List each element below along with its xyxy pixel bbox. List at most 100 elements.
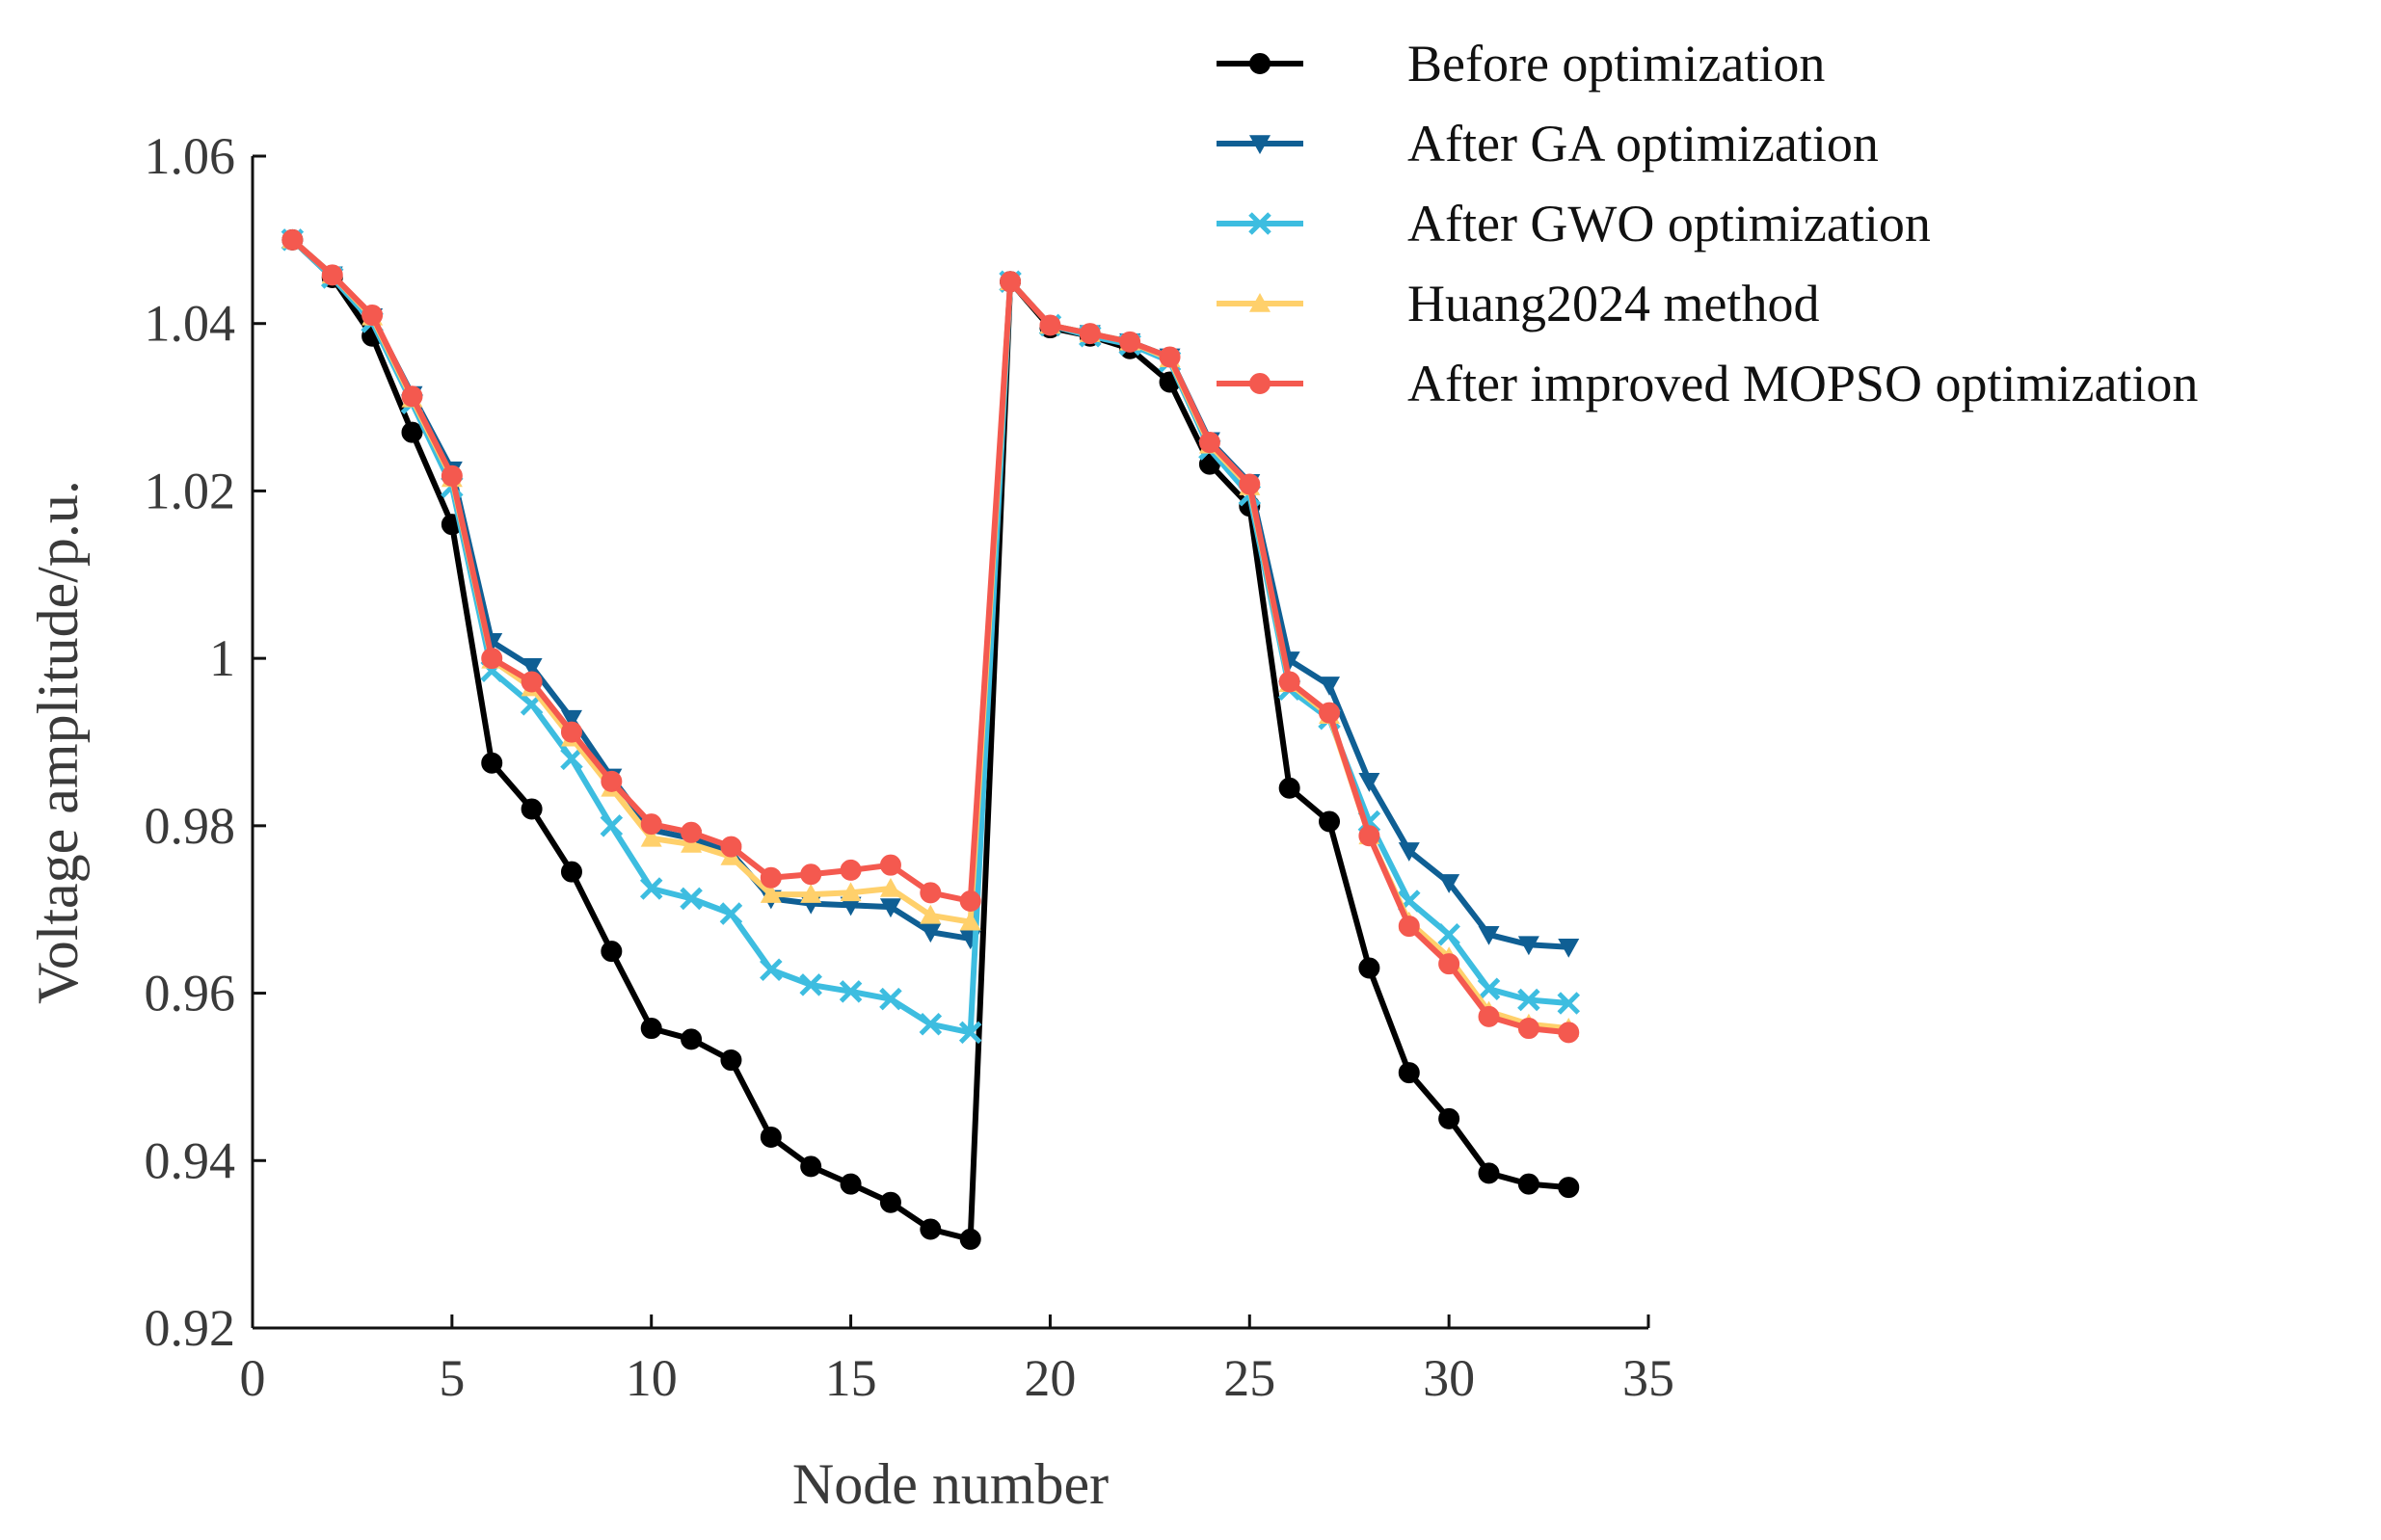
data-point — [800, 1155, 822, 1178]
data-point — [1278, 777, 1300, 799]
data-point — [1319, 702, 1341, 724]
data-point — [441, 465, 463, 487]
data-point — [521, 798, 543, 820]
data-point — [1517, 1018, 1539, 1040]
data-point — [720, 836, 742, 858]
y-tick-label: 0.92 — [145, 1299, 236, 1357]
series-1 — [281, 228, 1580, 1250]
data-point — [1358, 773, 1380, 792]
series-layer — [281, 228, 1581, 1250]
data-point — [401, 385, 423, 408]
data-point — [1517, 936, 1539, 956]
data-point — [321, 264, 343, 286]
legend-item: Before optimization — [1217, 35, 1825, 93]
data-point — [1319, 677, 1341, 696]
legend-label: Before optimization — [1407, 35, 1825, 93]
data-point — [1358, 957, 1380, 979]
x-tick-label: 35 — [1622, 1349, 1674, 1407]
y-tick-label: 0.98 — [145, 797, 236, 855]
series-line — [290, 237, 1569, 1242]
data-point — [959, 911, 981, 931]
data-point — [560, 709, 582, 730]
data-point — [1517, 988, 1540, 1012]
data-point — [1358, 825, 1380, 847]
series-4 — [281, 228, 1580, 1037]
x-tick-label: 15 — [825, 1349, 877, 1407]
y-tick-label: 1.02 — [145, 462, 236, 519]
data-point — [760, 884, 782, 903]
data-point — [840, 1173, 862, 1195]
data-point — [760, 958, 783, 982]
data-point — [1000, 271, 1022, 293]
legend-item: After GA optimization — [1217, 115, 1879, 173]
legend-marker — [1249, 293, 1271, 312]
data-point — [720, 1049, 742, 1072]
x-tick-label: 0 — [240, 1349, 266, 1407]
data-point — [879, 878, 901, 897]
data-point — [1198, 432, 1220, 454]
data-point — [361, 305, 384, 327]
legend-marker — [1249, 53, 1271, 74]
data-point — [560, 861, 582, 883]
legend-label: Huang2024 method — [1407, 275, 1819, 332]
data-point — [1438, 874, 1460, 893]
data-point — [879, 987, 902, 1011]
data-point — [601, 770, 623, 792]
data-point — [719, 902, 743, 925]
data-point — [640, 1018, 662, 1040]
data-point — [1278, 671, 1300, 693]
data-point — [481, 752, 503, 774]
data-point — [920, 904, 942, 924]
y-tick-label: 1 — [209, 629, 235, 687]
data-point — [1398, 916, 1420, 938]
data-point — [1438, 1107, 1460, 1129]
data-point — [879, 1191, 901, 1213]
data-point — [481, 648, 503, 670]
data-point — [840, 882, 862, 902]
data-point — [1119, 331, 1141, 353]
legend-marker — [1249, 135, 1271, 154]
y-axis-title: Voltage amplitude/p.u. — [26, 480, 90, 1004]
axes — [251, 156, 1648, 1330]
data-point — [1558, 1177, 1580, 1199]
data-point — [1517, 1173, 1539, 1195]
data-point — [919, 1012, 943, 1036]
legend-marker — [1248, 212, 1271, 235]
data-point — [840, 859, 862, 881]
x-tick-label: 30 — [1423, 1349, 1475, 1407]
data-point — [799, 973, 822, 996]
data-point — [681, 1028, 703, 1050]
data-point — [601, 941, 623, 963]
data-point — [879, 854, 901, 876]
data-point — [1319, 810, 1341, 833]
data-point — [959, 890, 981, 913]
y-tick-label: 0.94 — [145, 1131, 236, 1189]
legend-marker — [1249, 373, 1271, 394]
data-point — [920, 1218, 942, 1240]
data-point — [1478, 925, 1500, 945]
data-point — [840, 896, 862, 916]
data-point — [1438, 953, 1460, 975]
data-point — [1558, 939, 1580, 958]
data-point — [681, 833, 703, 853]
data-point — [1558, 1022, 1580, 1044]
y-tick-label: 1.06 — [145, 127, 236, 185]
data-point — [281, 228, 304, 251]
data-point — [920, 882, 942, 904]
legend-item: After improved MOPSO optimization — [1217, 355, 2198, 412]
data-point — [839, 980, 863, 1003]
data-point — [521, 658, 543, 677]
data-point — [1478, 1005, 1500, 1027]
data-point — [640, 827, 662, 847]
data-point — [639, 877, 663, 900]
x-ticks: 0 5 10 15 20 25 30 35 — [240, 1314, 1674, 1407]
x-tick-label: 10 — [626, 1349, 678, 1407]
legend-label: After improved MOPSO optimization — [1407, 355, 2198, 412]
legend-item: After GWO optimization — [1217, 195, 1931, 252]
data-point — [1398, 842, 1420, 862]
data-point — [1477, 977, 1501, 1000]
data-point — [959, 1228, 981, 1250]
data-point — [760, 866, 782, 889]
y-tick-label: 0.96 — [145, 965, 236, 1022]
